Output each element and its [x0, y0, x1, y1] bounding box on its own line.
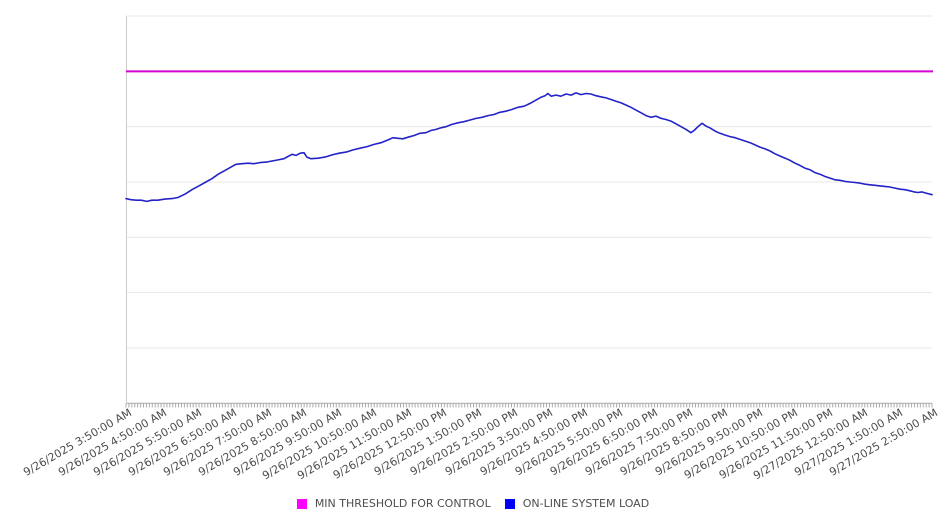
chart-legend: MIN THRESHOLD FOR CONTROL ON-LINE SYSTEM… — [0, 497, 946, 510]
legend-label-online-system-load: ON-LINE SYSTEM LOAD — [522, 497, 650, 510]
legend-label-min-threshold: MIN THRESHOLD FOR CONTROL — [314, 497, 491, 510]
x-axis-minor-ticks — [125, 403, 933, 408]
legend-item-min-threshold[interactable]: MIN THRESHOLD FOR CONTROL — [296, 497, 491, 510]
legend-item-online-system-load[interactable]: ON-LINE SYSTEM LOAD — [504, 497, 650, 510]
online-system-load-swatch-icon — [504, 498, 515, 509]
online-system-load-line — [125, 92, 933, 203]
min-threshold-swatch-icon — [296, 498, 307, 509]
